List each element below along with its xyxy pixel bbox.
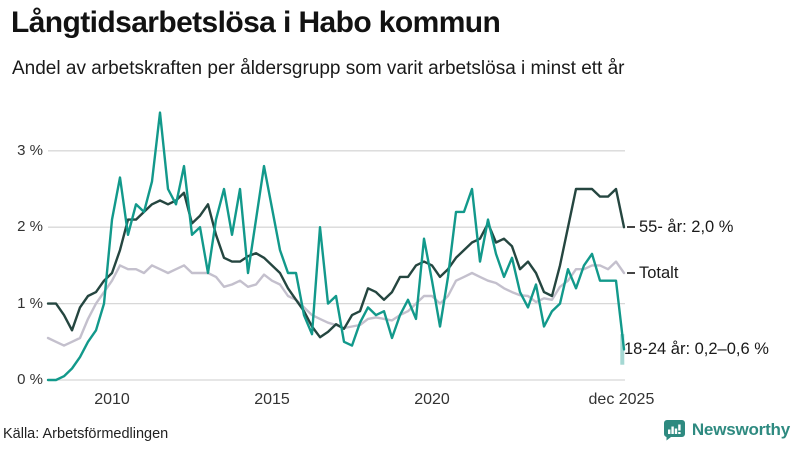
x-axis-tick-2010: 2010 (94, 391, 130, 408)
x-axis-tick-dec-2025: dec 2025 (588, 391, 655, 408)
series-label-18-24-ar: 18-24 år: 0,2–0,6 % (624, 340, 769, 359)
series-line-18-24-r (46, 111, 626, 382)
source-note: Källa: Arbetsförmedlingen (3, 426, 169, 442)
series-label-55-ar: 55- år: 2,0 % (627, 217, 733, 237)
series-label-totalt: Totalt (627, 263, 678, 283)
bar-chart-speech-bubble-icon (663, 420, 685, 441)
y-axis-tick-3: 3 % (17, 141, 43, 159)
uncertainty-band-18-24 (620, 334, 625, 365)
label-tick-dash (627, 225, 635, 228)
x-axis-tick-2020: 2020 (414, 391, 450, 408)
y-axis-tick-2: 2 % (17, 218, 43, 236)
y-axis-tick-1: 1 % (17, 294, 43, 312)
x-axis-tick-2015: 2015 (254, 391, 290, 408)
chart-title: Långtidsarbetslösa i Habo kommun (11, 6, 501, 39)
newsworthy-logo-text: Newsworthy (691, 420, 790, 439)
y-axis-tick-0: 0 % (17, 371, 43, 388)
chart-subtitle: Andel av arbetskraften per åldersgrupp s… (12, 58, 625, 79)
label-tick-dash (627, 271, 635, 274)
newsworthy-branding: Newsworthy (663, 419, 790, 441)
